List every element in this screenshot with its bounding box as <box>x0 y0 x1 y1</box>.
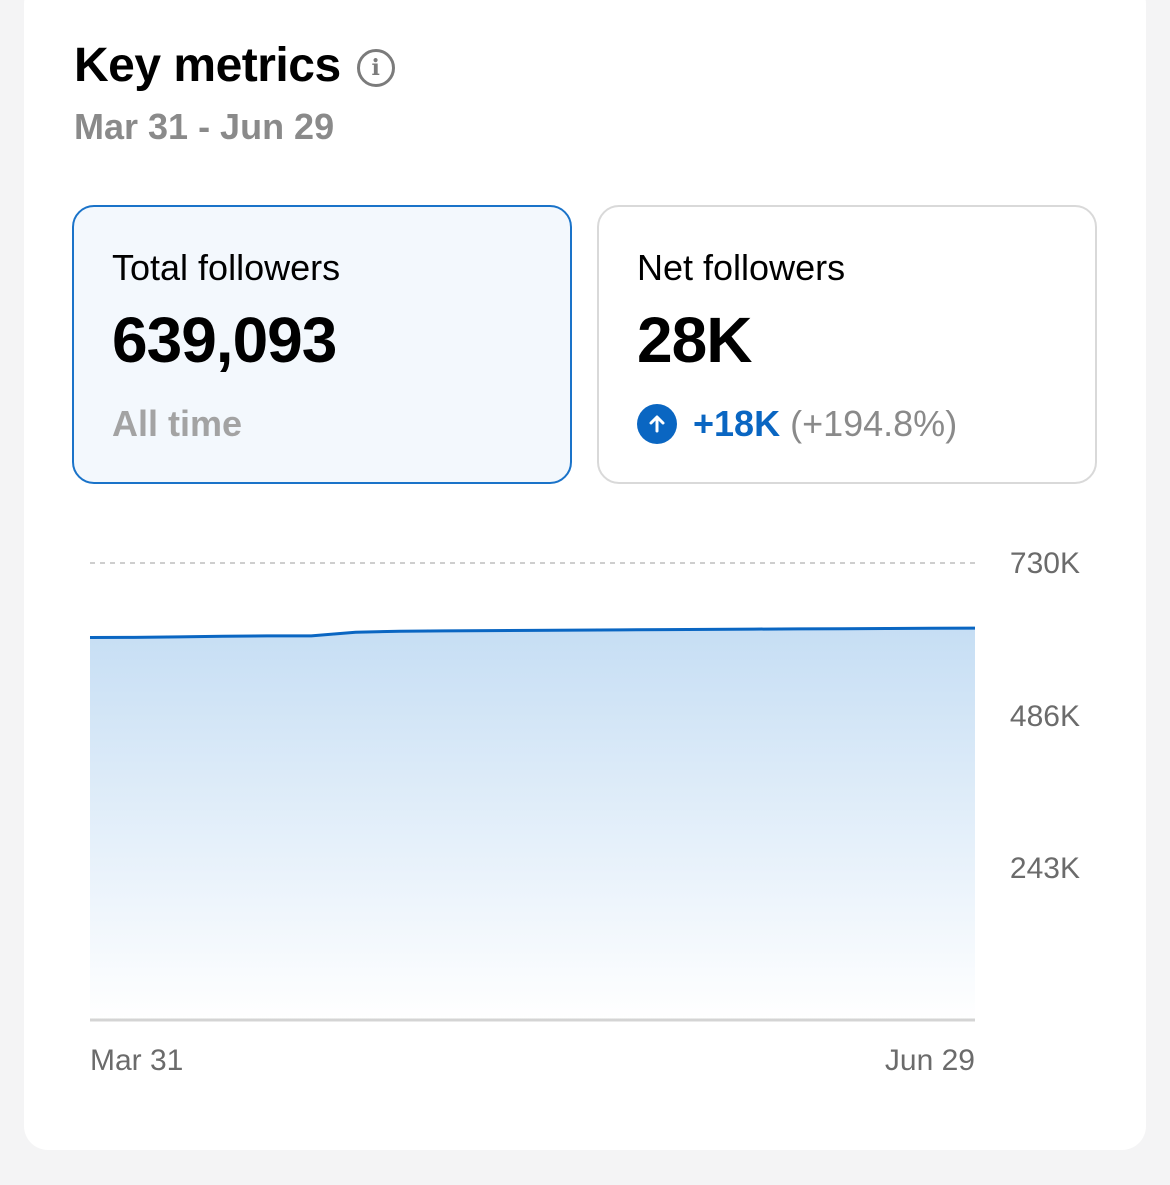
x-tick-label: Mar 31 <box>90 1044 183 1077</box>
net-followers-tile[interactable]: Net followers 28K +18K (+194.8%) <box>597 205 1097 484</box>
total-followers-tile[interactable]: Total followers 639,093 All time <box>72 205 572 484</box>
y-tick-label: 243K <box>1010 852 1080 885</box>
date-range: Mar 31 - Jun 29 <box>74 106 335 147</box>
net-followers-delta: +18K (+194.8%) <box>637 403 1095 445</box>
total-followers-period: All time <box>112 403 243 444</box>
net-followers-value: 28K <box>637 304 752 376</box>
page-title: Key metrics <box>74 39 341 92</box>
area-fill <box>90 628 975 1020</box>
total-followers-label: Total followers <box>112 247 341 288</box>
delta-percent: (+194.8%) <box>790 403 958 444</box>
delta-value: +18K <box>693 403 781 444</box>
y-tick-label: 486K <box>1010 700 1080 733</box>
info-icon[interactable]: i <box>356 48 395 87</box>
net-followers-label: Net followers <box>637 247 846 288</box>
y-tick-label: 730K <box>1010 547 1080 580</box>
series-line <box>89 626 976 639</box>
total-followers-value: 639,093 <box>112 304 337 376</box>
x-tick-label: Jun 29 <box>885 1044 975 1077</box>
title-row: Key metrics i <box>74 38 395 93</box>
arrow-up-icon <box>637 404 677 444</box>
